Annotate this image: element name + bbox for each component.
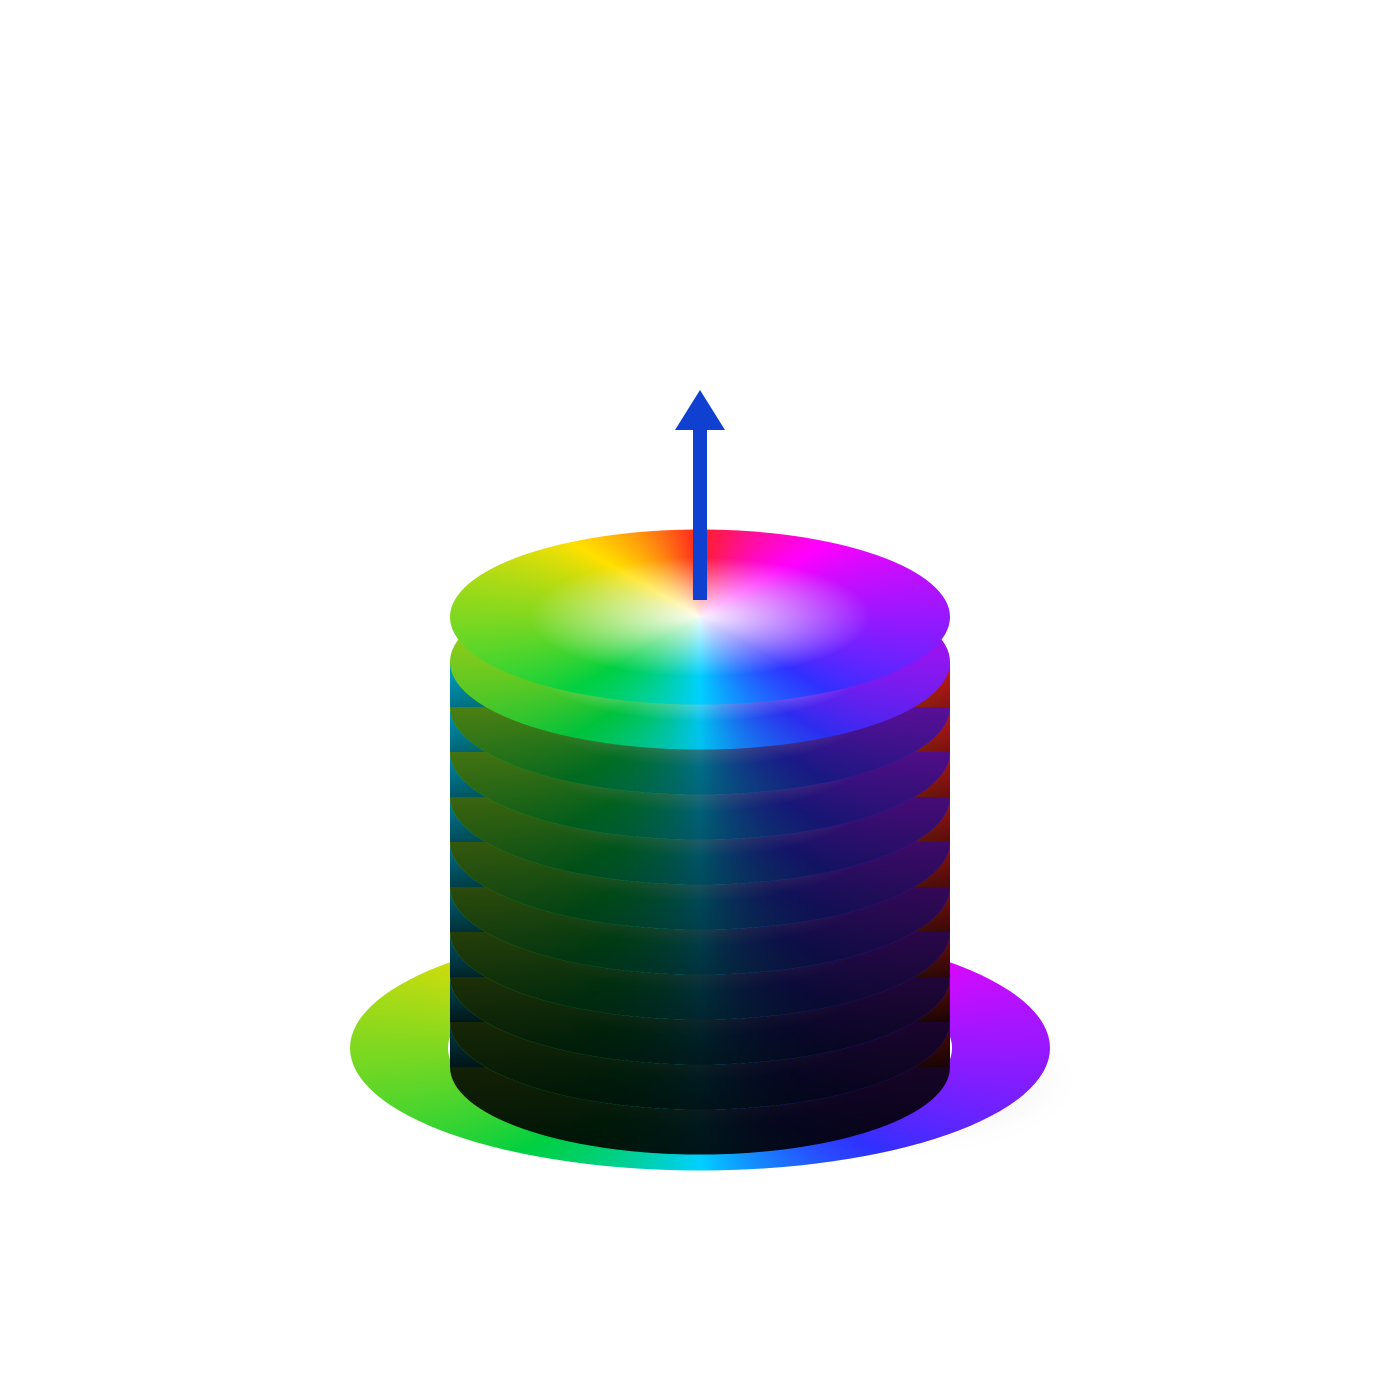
up-arrow-icon	[675, 390, 725, 600]
arrow-head	[675, 390, 725, 430]
color-stack-diagram	[0, 0, 1400, 1400]
arrow-shaft	[693, 430, 707, 600]
